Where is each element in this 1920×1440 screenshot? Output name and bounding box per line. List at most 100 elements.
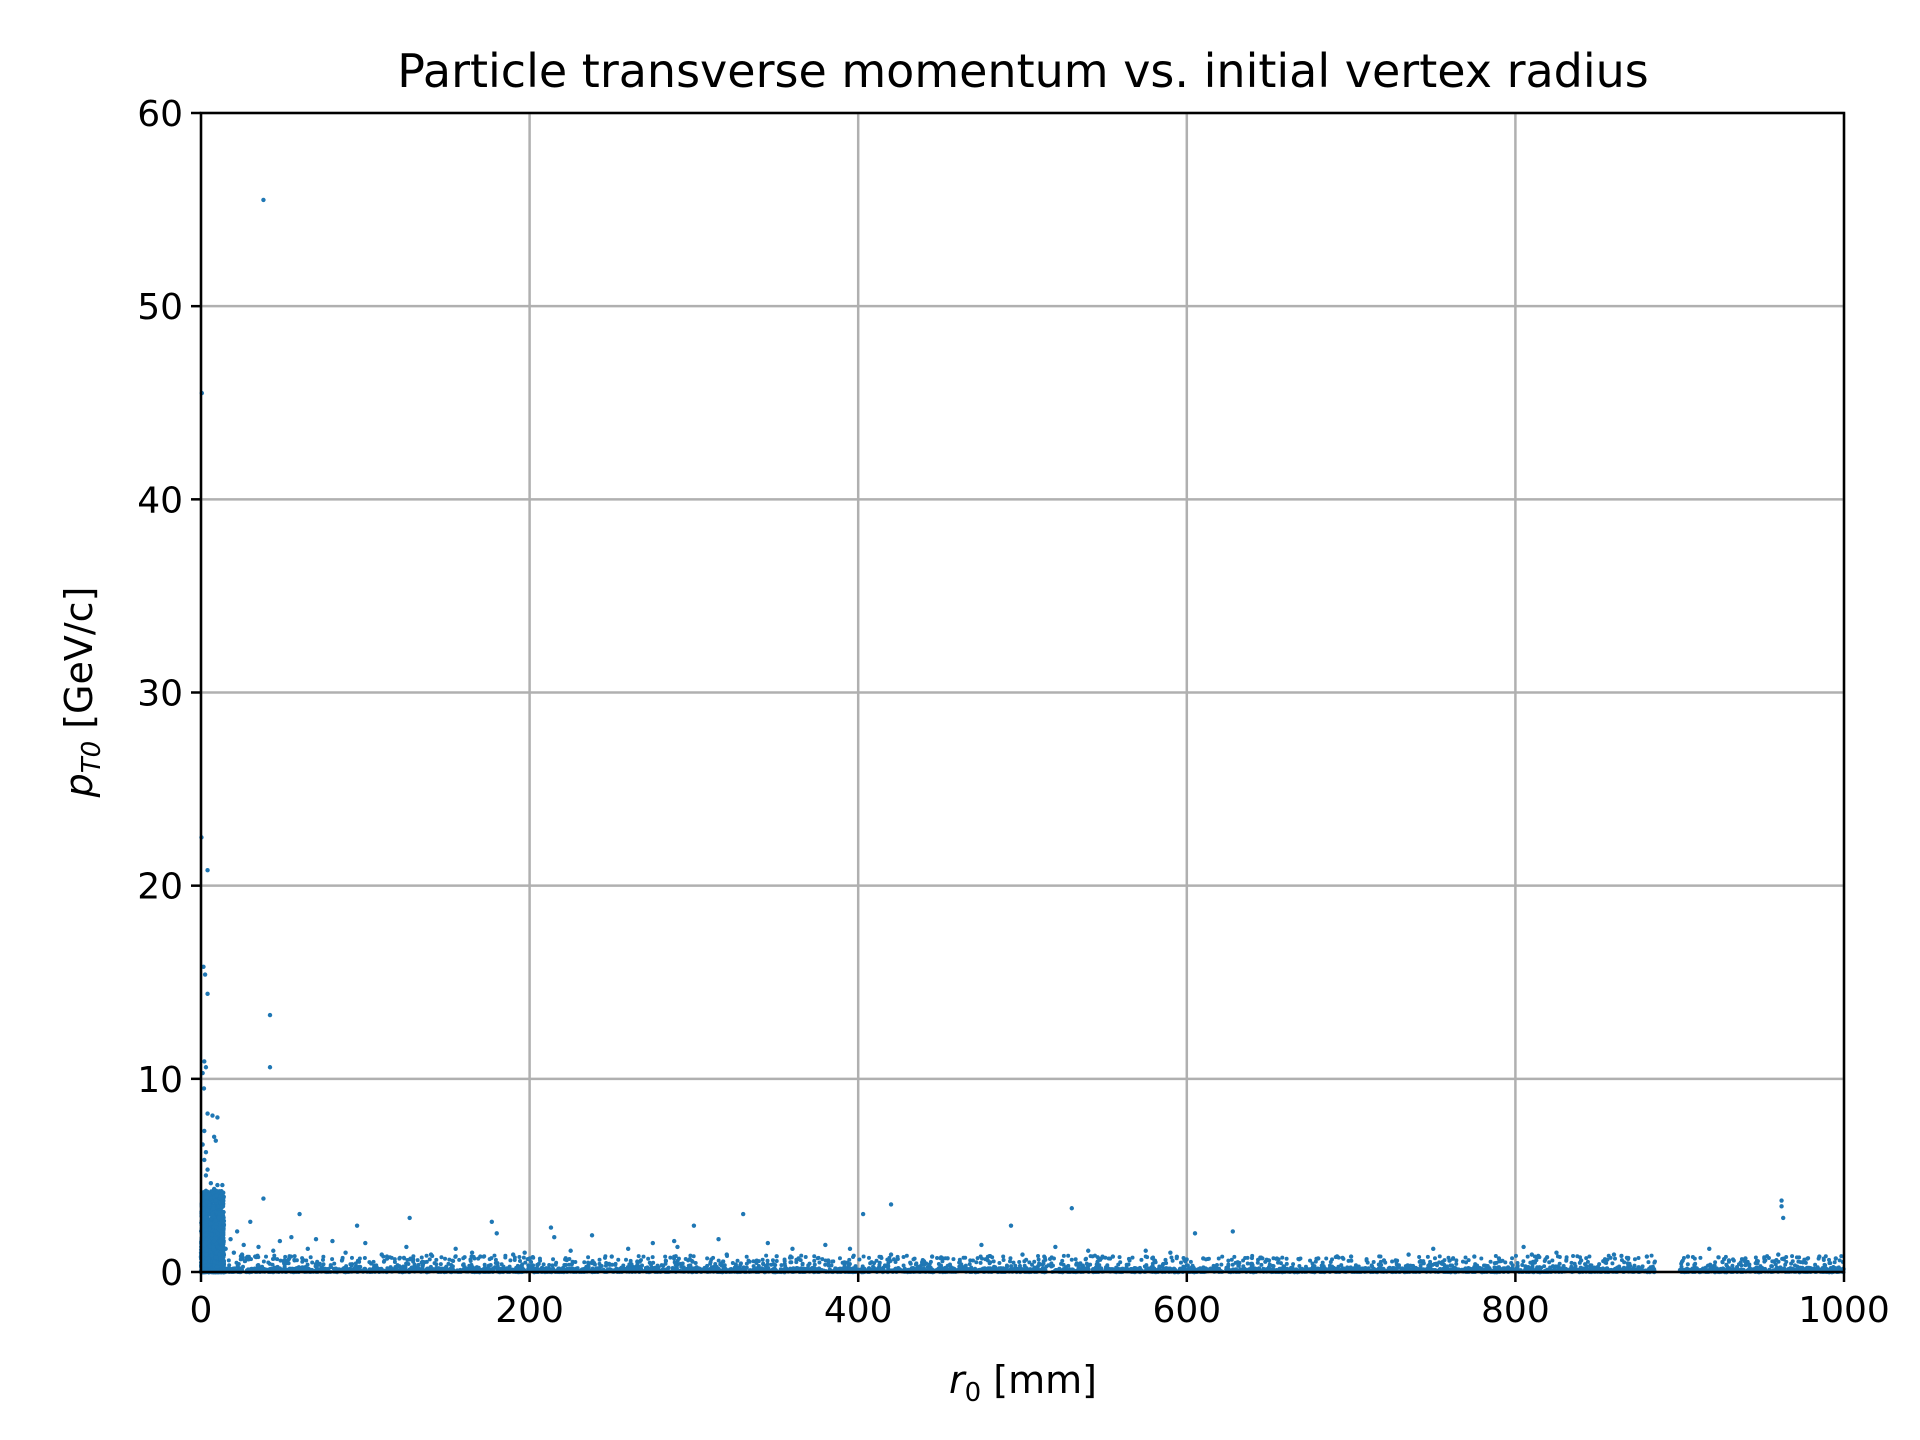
- scatter-point: [1466, 1258, 1471, 1263]
- scatter-point: [348, 1262, 353, 1267]
- scatter-point: [826, 1258, 831, 1263]
- scatter-point: [837, 1256, 842, 1261]
- scatter-point: [551, 1257, 556, 1262]
- scatter-point: [468, 1259, 473, 1264]
- scatter-point: [1232, 1254, 1237, 1259]
- scatter-point: [901, 1255, 906, 1260]
- scatter-point: [1280, 1255, 1285, 1260]
- scatter-point: [1099, 1255, 1104, 1260]
- scatter-point: [1082, 1266, 1088, 1272]
- scatter-point: [427, 1257, 432, 1262]
- scatter-point: [438, 1262, 443, 1267]
- scatter-point: [1632, 1257, 1637, 1262]
- scatter-point: [789, 1260, 794, 1265]
- scatter-point: [416, 1262, 421, 1267]
- scatter-point: [264, 1254, 269, 1259]
- scatter-point: [473, 1266, 479, 1271]
- scatter-point: [1226, 1258, 1231, 1263]
- scatter-point: [550, 1263, 555, 1268]
- scatter-point: [1324, 1256, 1329, 1261]
- scatter-point: [1051, 1256, 1056, 1261]
- scatter-point: [1139, 1257, 1144, 1262]
- scatter-point: [1392, 1266, 1398, 1272]
- scatter-point: [1766, 1255, 1771, 1260]
- scatter-point: [1532, 1259, 1537, 1264]
- scatter-point: [782, 1257, 787, 1262]
- scatter-point: [1827, 1261, 1832, 1266]
- scatter-point: [812, 1262, 817, 1267]
- scatter-point: [886, 1261, 891, 1266]
- scatter-point: [339, 1258, 344, 1263]
- scatter-point: [771, 1261, 776, 1266]
- scatter-point: [958, 1264, 963, 1269]
- scatter-point: [770, 1258, 775, 1263]
- scatter-point: [957, 1257, 962, 1262]
- scatter-point: [978, 1260, 983, 1265]
- scatter-point: [1236, 1263, 1241, 1268]
- scatter-point: [711, 1266, 716, 1272]
- scatter-point: [963, 1255, 968, 1260]
- scatter-point: [201, 1211, 206, 1216]
- scatter-point: [1510, 1263, 1515, 1268]
- scatter-point: [292, 1257, 297, 1262]
- scatter-point: [1036, 1253, 1041, 1258]
- scatter-point: [349, 1255, 354, 1260]
- scatter-point: [629, 1262, 634, 1267]
- scatter-point: [213, 1255, 218, 1260]
- scatter-point: [672, 1254, 677, 1259]
- scatter-point: [1652, 1259, 1657, 1264]
- scatter-point: [1340, 1255, 1345, 1260]
- scatter-point: [1589, 1266, 1595, 1272]
- scatter-point: [211, 1244, 216, 1250]
- scatter-point: [1773, 1262, 1778, 1267]
- scatter-point: [1437, 1254, 1442, 1259]
- scatter-point: [597, 1257, 602, 1262]
- scatter-point: [975, 1256, 980, 1261]
- scatter-point: [754, 1266, 760, 1272]
- scatter-point: [1226, 1262, 1231, 1267]
- scatter-point: [921, 1260, 926, 1265]
- scatter-point: [765, 1258, 770, 1263]
- scatter-point: [1036, 1257, 1041, 1262]
- scatter-point: [304, 1266, 310, 1272]
- scatter-point: [851, 1255, 856, 1260]
- scatter-point: [878, 1254, 883, 1259]
- scatter-point: [1276, 1257, 1281, 1262]
- scatter-point: [895, 1257, 900, 1262]
- scatter-point: [272, 1256, 277, 1261]
- scatter-point: [1069, 1257, 1074, 1262]
- scatter-point: [774, 1254, 779, 1259]
- scatter-point: [301, 1258, 306, 1263]
- scatter-point: [1432, 1256, 1437, 1261]
- scatter-point: [1184, 1263, 1189, 1268]
- scatter-point: [1627, 1261, 1632, 1266]
- scatter-point: [1503, 1260, 1508, 1265]
- scatter-point: [935, 1255, 940, 1260]
- scatter-point: [892, 1257, 897, 1262]
- scatter-point: [1685, 1262, 1690, 1267]
- scatter-point: [487, 1257, 492, 1262]
- scatter-point: [722, 1266, 728, 1272]
- scatter-point: [1219, 1262, 1224, 1267]
- scatter-point: [800, 1261, 805, 1266]
- scatter-point: [521, 1255, 526, 1260]
- scatter-point: [554, 1260, 559, 1265]
- scatter-point: [1646, 1260, 1651, 1265]
- scatter-point: [209, 1253, 215, 1258]
- scatter-point: [798, 1258, 803, 1263]
- scatter-point: [1720, 1259, 1725, 1264]
- scatter-point: [628, 1258, 633, 1263]
- scatter-point: [1336, 1255, 1341, 1260]
- scatter-point: [812, 1254, 817, 1259]
- scatter-point: [1483, 1263, 1488, 1268]
- scatter-point: [1008, 1259, 1013, 1264]
- scatter-point: [812, 1258, 817, 1263]
- scatter-point: [221, 1190, 226, 1195]
- scatter-point: [1163, 1257, 1168, 1262]
- scatter-point: [1784, 1259, 1789, 1264]
- scatter-point: [616, 1257, 621, 1262]
- scatter-point: [988, 1254, 993, 1259]
- scatter-point: [411, 1259, 416, 1264]
- scatter-point: [1183, 1259, 1188, 1264]
- scatter-point: [1762, 1255, 1767, 1260]
